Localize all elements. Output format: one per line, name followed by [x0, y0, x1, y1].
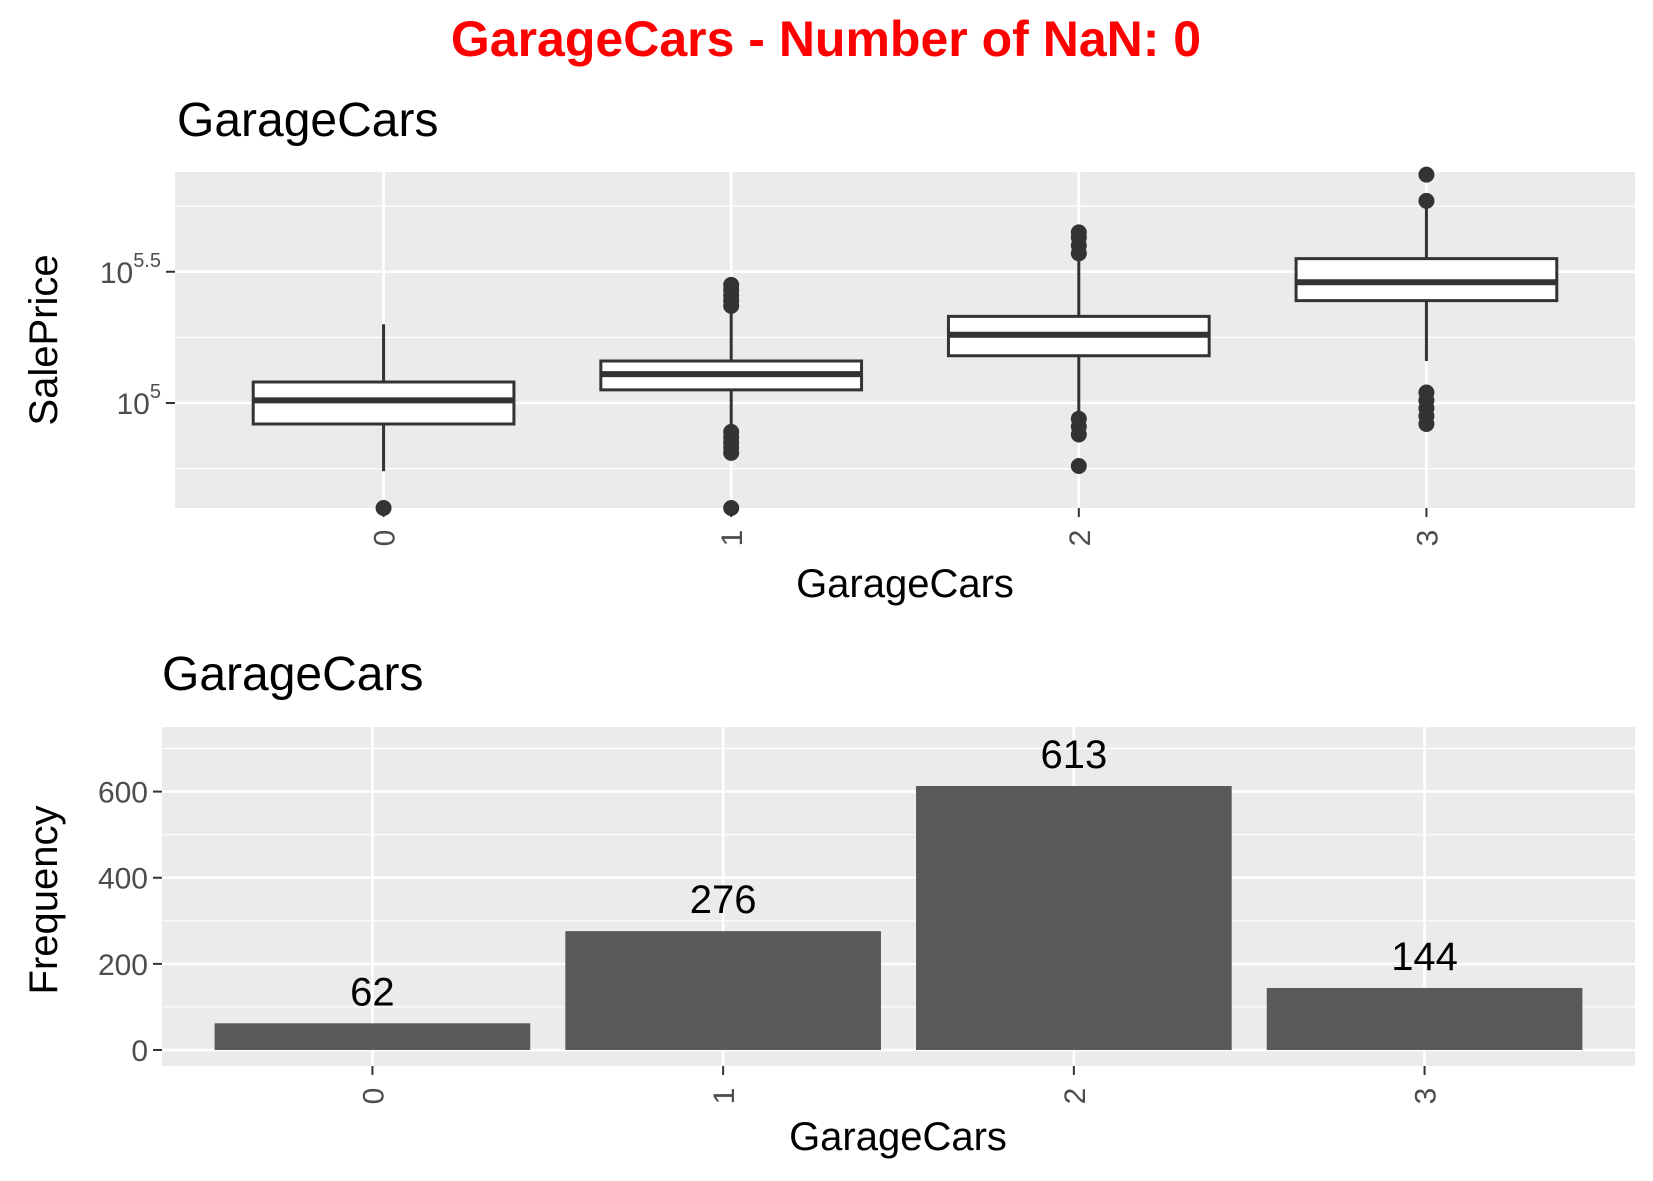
boxplot-x-tick-label: 2	[1064, 530, 1097, 547]
boxplot-box-1	[599, 276, 864, 516]
boxplot-outlier-point	[723, 276, 740, 293]
boxplot-x-axis-title: GarageCars	[796, 562, 1014, 606]
barchart-y-axis-title: Frequency	[22, 806, 66, 995]
barchart-panel: 0 200 400 600 0 1 2 3 62 276 613 144	[98, 727, 1635, 1104]
bar-value-label: 613	[1040, 733, 1107, 777]
barchart-x-tick-label: 3	[1410, 1088, 1443, 1105]
barchart-y-tick-label: 200	[98, 949, 148, 982]
barchart-x-axis-title: GarageCars	[789, 1115, 1007, 1159]
boxplot-outlier-point	[1070, 410, 1087, 427]
boxplot-outlier-point	[723, 423, 740, 440]
boxplot-x-tick-label: 1	[716, 530, 749, 547]
boxplot-panel: 105 105.5 0 1 2 3	[100, 166, 1635, 547]
bar-1	[565, 931, 881, 1050]
boxplot-outlier-point	[723, 500, 740, 516]
barchart-x-tick-label: 2	[1059, 1088, 1092, 1105]
bar-value-label: 62	[350, 970, 395, 1014]
boxplot-title: GarageCars	[177, 94, 438, 147]
bar-2	[916, 786, 1232, 1050]
barchart-x-tick-label: 1	[708, 1088, 741, 1105]
boxplot-outlier-point	[375, 500, 392, 516]
boxplot-box-0	[251, 324, 516, 516]
boxplot-outlier-point	[1418, 384, 1435, 401]
boxplot-y-tick-label: 105.5	[100, 250, 161, 290]
boxplot-x-tick-label: 0	[369, 530, 402, 547]
boxplot-outlier-point	[1070, 458, 1087, 474]
boxplot-panel-background	[175, 172, 1635, 508]
boxplot-box-2	[946, 224, 1211, 474]
bar-3	[1266, 987, 1583, 1050]
boxplot-outlier-point	[1070, 224, 1087, 241]
barchart-y-tick-label: 600	[98, 777, 148, 810]
boxplot-outlier-point	[1418, 192, 1435, 209]
page-title: GarageCars - Number of NaN: 0	[451, 11, 1201, 67]
barchart-x-tick-label: 0	[357, 1088, 390, 1105]
bar-0	[214, 1023, 531, 1050]
barchart-y-tick-label: 400	[98, 863, 148, 896]
boxplot-x-tick-label: 3	[1411, 530, 1444, 547]
barchart-title: GarageCars	[162, 648, 423, 701]
barchart-y-tick-label: 0	[131, 1035, 148, 1068]
bar-value-label: 144	[1391, 935, 1458, 979]
boxplot-outlier-point	[1418, 166, 1435, 183]
bar-value-label: 276	[690, 878, 757, 922]
boxplot-y-axis-title: SalePrice	[22, 254, 66, 425]
boxplot-y-tick-label: 105	[117, 381, 162, 421]
boxplot-box-3	[1294, 166, 1559, 432]
